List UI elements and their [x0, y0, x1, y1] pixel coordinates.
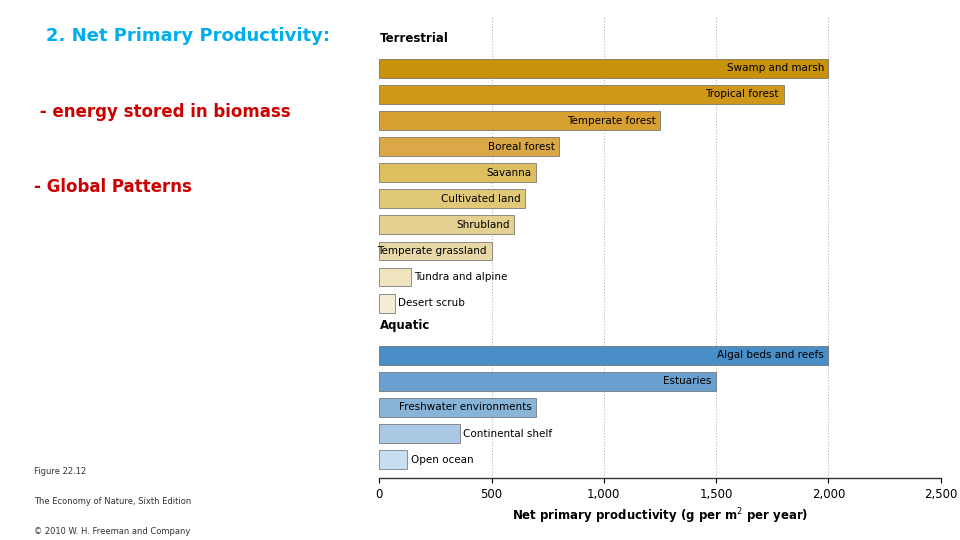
Bar [379, 137, 559, 156]
Text: Terrestrial: Terrestrial [380, 32, 449, 45]
Bar [379, 268, 411, 286]
Bar [379, 450, 407, 469]
Bar [379, 163, 537, 182]
Text: - Global Patterns: - Global Patterns [35, 178, 192, 196]
Text: Tundra and alpine: Tundra and alpine [414, 272, 508, 282]
Text: - energy stored in biomass: - energy stored in biomass [35, 103, 291, 120]
Text: Temperate forest: Temperate forest [566, 116, 656, 125]
Text: The Economy of Nature, Sixth Edition: The Economy of Nature, Sixth Edition [35, 497, 191, 506]
Bar [379, 241, 492, 260]
Bar [379, 372, 716, 391]
Bar [379, 424, 460, 443]
Text: Cultivated land: Cultivated land [441, 194, 520, 204]
Text: Shrubland: Shrubland [456, 220, 510, 230]
Bar [379, 190, 525, 208]
Text: Boreal forest: Boreal forest [488, 141, 555, 152]
Bar [379, 85, 783, 104]
Bar [379, 111, 660, 130]
Text: Freshwater environments: Freshwater environments [399, 402, 532, 413]
Text: Swamp and marsh: Swamp and marsh [727, 63, 824, 73]
Text: Open ocean: Open ocean [411, 455, 473, 464]
Text: Desert scrub: Desert scrub [398, 298, 466, 308]
Text: Figure 22.12: Figure 22.12 [35, 467, 86, 476]
Text: Algal beds and reefs: Algal beds and reefs [717, 350, 824, 360]
Bar [379, 294, 395, 313]
Text: 2. Net Primary Productivity:: 2. Net Primary Productivity: [45, 27, 329, 45]
Bar [379, 346, 828, 364]
Text: Continental shelf: Continental shelf [464, 429, 553, 438]
X-axis label: Net primary productivity (g per m$^2$ per year): Net primary productivity (g per m$^2$ pe… [512, 506, 808, 526]
Bar [379, 215, 514, 234]
Text: Temperate grassland: Temperate grassland [377, 246, 487, 256]
Text: Aquatic: Aquatic [380, 319, 431, 332]
Text: Savanna: Savanna [487, 168, 532, 178]
Text: © 2010 W. H. Freeman and Company: © 2010 W. H. Freeman and Company [35, 526, 190, 536]
Bar [379, 59, 828, 78]
Text: Tropical forest: Tropical forest [706, 90, 780, 99]
Text: Estuaries: Estuaries [663, 376, 711, 387]
Bar [379, 398, 537, 417]
